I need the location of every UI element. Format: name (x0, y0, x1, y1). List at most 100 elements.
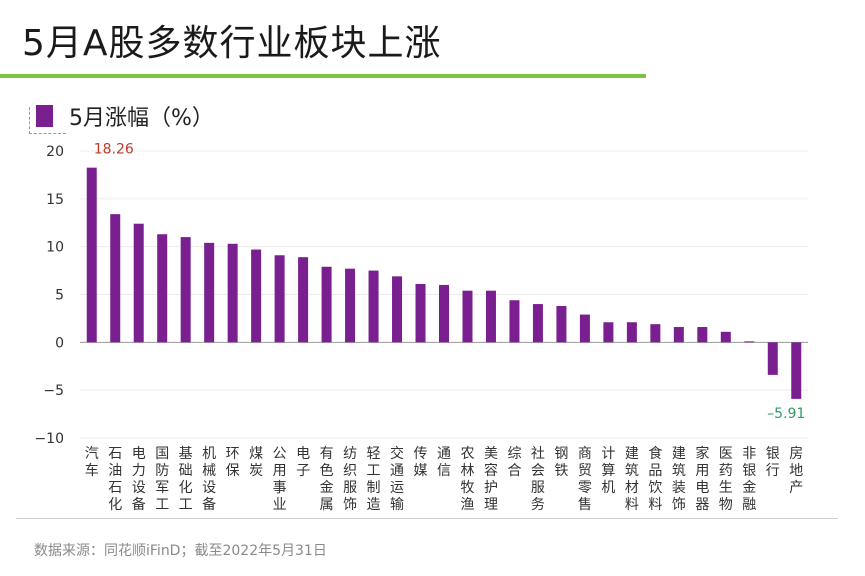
bar (345, 268, 356, 343)
x-category-label: 通信 (437, 446, 451, 479)
x-category-char: 会 (531, 463, 545, 479)
x-category-char: 服 (343, 480, 357, 496)
x-category-char: 色 (320, 462, 334, 479)
x-category-char: 械 (202, 463, 216, 479)
x-category-char: 行 (766, 463, 780, 479)
x-category-label: 计算机 (601, 446, 615, 496)
y-tick-label: 5 (55, 288, 64, 304)
x-category-char: 牧 (460, 480, 474, 496)
x-category-char: 设 (132, 480, 146, 496)
x-category-char: 输 (390, 497, 404, 513)
x-category-char: 钢 (554, 446, 568, 462)
x-category-char: 油 (108, 463, 122, 479)
x-category-char: 零 (578, 480, 592, 496)
x-category-char: 石 (108, 480, 122, 496)
bar (439, 284, 449, 343)
x-category-char: 美 (484, 446, 498, 462)
bar (110, 214, 121, 343)
x-category-char: 力 (132, 463, 146, 479)
x-category-char: 地 (789, 463, 803, 479)
x-category-char: 器 (695, 497, 709, 513)
y-tick-label: 15 (46, 192, 64, 208)
bar (321, 266, 332, 343)
x-category-char: 交 (390, 445, 404, 462)
x-category-char: 基 (179, 445, 193, 462)
y-tick-label: 10 (46, 240, 64, 256)
x-category-char: 贸 (578, 463, 592, 479)
x-category-char: 银 (766, 446, 780, 462)
x-category-char: 通 (437, 446, 451, 462)
y-tick-label: 0 (55, 335, 64, 351)
y-tick-label: 20 (46, 144, 64, 160)
x-category-char: 计 (601, 446, 615, 462)
bar (227, 243, 238, 343)
x-category-char: 售 (578, 497, 592, 513)
x-category-char: 建 (625, 446, 639, 462)
x-category-char: 生 (719, 480, 733, 496)
x-category-char: 电 (296, 446, 310, 462)
bar (485, 290, 496, 343)
x-category-char: 工 (179, 497, 193, 513)
bar (133, 223, 144, 343)
x-category-char: 护 (484, 480, 498, 496)
x-category-char: 合 (507, 463, 521, 479)
x-category-char: 煤 (249, 446, 263, 462)
x-category-char: 药 (719, 463, 733, 479)
bar (626, 322, 637, 343)
y-tick-label: −5 (43, 383, 64, 399)
x-category-char: 机 (202, 446, 216, 462)
x-category-label: 钢铁 (554, 446, 568, 479)
x-category-label: 房地产 (789, 446, 803, 496)
bar (204, 242, 215, 343)
x-category-char: 非 (742, 446, 756, 462)
x-category-char: 炭 (249, 463, 263, 479)
x-category-char: 产 (789, 480, 803, 496)
x-category-char: 军 (155, 480, 169, 496)
x-category-char: 农 (460, 446, 474, 462)
x-category-char: 家 (695, 445, 709, 462)
bar (579, 314, 590, 343)
x-category-char: 子 (296, 463, 310, 479)
bar (274, 255, 285, 343)
page-title: 5月A股多数行业板块上涨 (22, 23, 442, 64)
x-category-char: 渔 (460, 497, 474, 513)
x-category-char: 食 (648, 445, 662, 462)
x-category-char: 综 (507, 446, 521, 462)
x-category-char: 金 (320, 480, 334, 496)
x-category-char: 电 (132, 446, 146, 462)
bar (392, 276, 403, 343)
data-label: 18.26 (94, 142, 134, 158)
x-category-char: 理 (484, 497, 498, 513)
x-category-char: 机 (601, 480, 615, 496)
x-category-char: 筑 (625, 463, 639, 479)
bar (532, 304, 543, 343)
bar (462, 290, 473, 343)
x-category-char: 工 (367, 463, 381, 479)
x-category-char: 务 (531, 497, 545, 513)
bar (368, 270, 379, 343)
x-category-char: 制 (367, 480, 381, 496)
x-category-char: 用 (273, 463, 287, 479)
x-category-char: 铁 (554, 463, 568, 479)
x-category-char: 电 (695, 480, 709, 496)
y-tick-label: −10 (34, 431, 64, 447)
x-category-char: 化 (108, 497, 122, 513)
title-divider (0, 74, 646, 78)
x-category-char: 汽 (85, 446, 99, 462)
x-category-char: 饰 (672, 497, 686, 513)
x-category-label: 汽车 (85, 446, 99, 479)
legend-label: 5月涨幅（%） (69, 106, 214, 131)
x-category-char: 保 (226, 463, 240, 479)
x-category-char: 用 (695, 463, 709, 479)
